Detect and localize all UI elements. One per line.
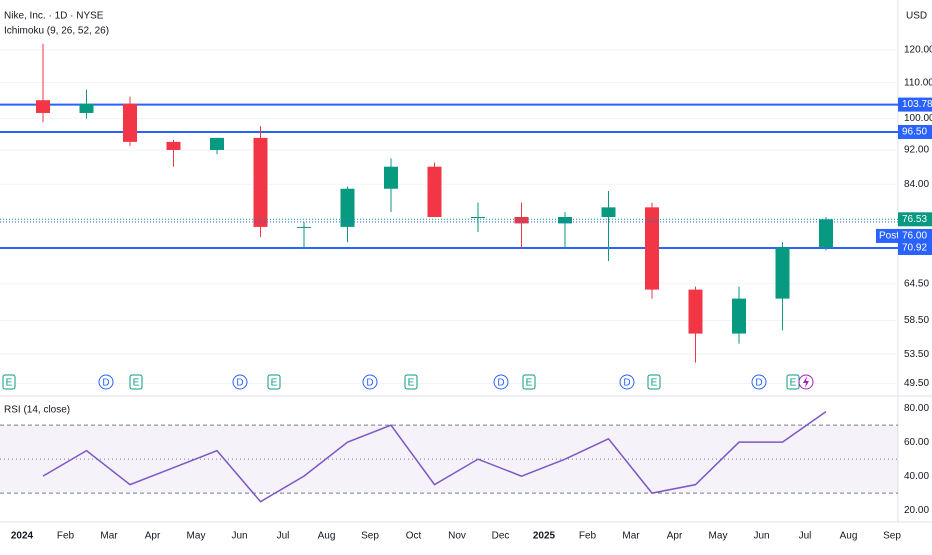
- event-icon: [647, 374, 661, 390]
- x-tick-label: Sep: [361, 531, 379, 542]
- candle-body: [36, 100, 50, 113]
- x-tick-label: Mar: [622, 531, 640, 542]
- x-tick-label: Nov: [448, 531, 466, 542]
- y-tick-label: 110.00: [904, 77, 932, 88]
- candle-body: [79, 103, 94, 113]
- x-tick-label: Oct: [406, 531, 422, 542]
- event-label: D: [755, 378, 762, 389]
- event-label: E: [271, 378, 278, 389]
- x-tick-label: Mar: [100, 531, 118, 542]
- y-tick-label: 92.00: [904, 145, 929, 156]
- level-label-box: [898, 240, 932, 255]
- event-icon: [362, 374, 378, 390]
- last-price-label: 76.53: [902, 214, 927, 225]
- candle-body: [297, 226, 311, 228]
- level-label: 96.50: [902, 127, 927, 138]
- candle-body: [123, 103, 137, 142]
- rsi-tick-label: 80.00: [904, 403, 929, 414]
- x-tick-label: Jul: [277, 531, 290, 542]
- event-label: D: [366, 378, 373, 389]
- rsi-tick-label: 20.00: [904, 505, 929, 516]
- event-label: E: [526, 378, 533, 389]
- event-icon: [751, 374, 767, 390]
- candle-body: [601, 207, 616, 218]
- event-icon: [98, 374, 114, 390]
- event-label: D: [623, 378, 630, 389]
- currency: USD: [906, 11, 927, 22]
- candle-body: [166, 141, 181, 150]
- y-tick-label: 64.50: [904, 278, 929, 289]
- x-tick-label: Apr: [667, 531, 683, 542]
- candle-body: [340, 188, 355, 227]
- x-tick-label: Jun: [753, 531, 769, 542]
- y-tick-label: 58.50: [904, 315, 929, 326]
- rsi-tick-label: 60.00: [904, 437, 929, 448]
- candle-body: [558, 217, 572, 224]
- x-tick-label: Jul: [799, 531, 812, 542]
- x-tick-label: Aug: [840, 531, 858, 542]
- x-tick-label: Feb: [579, 531, 597, 542]
- level-label: 70.92: [902, 243, 927, 254]
- candle-body: [688, 289, 703, 334]
- x-tick-label: May: [187, 531, 206, 542]
- event-label: E: [651, 378, 658, 389]
- event-icon: [404, 374, 418, 390]
- event-icon: [232, 374, 248, 390]
- x-tick-label: Feb: [57, 531, 75, 542]
- event-label: E: [133, 378, 140, 389]
- event-icon: [129, 374, 143, 390]
- candle-body: [471, 217, 485, 219]
- candle-body: [819, 219, 833, 248]
- x-tick-label: 2025: [533, 531, 556, 542]
- y-tick-label: 120.00: [904, 45, 932, 56]
- symbol-title: Nike, Inc. · 1D · NYSE: [4, 11, 104, 22]
- candle-body: [732, 298, 746, 334]
- y-tick-label: 49.50: [904, 378, 929, 389]
- candle-body: [427, 166, 442, 218]
- candle-body: [253, 137, 268, 227]
- event-icon: [522, 374, 536, 390]
- rsi-line: [42, 410, 827, 503]
- event-label: E: [6, 378, 13, 389]
- event-label: E: [408, 378, 415, 389]
- event-bolt: [803, 376, 809, 388]
- post-tag-box: [876, 228, 898, 243]
- event-icon: [267, 374, 281, 390]
- post-tag: Post: [879, 231, 899, 242]
- y-tick-label: 84.00: [904, 179, 929, 190]
- event-label: E: [790, 378, 797, 389]
- x-tick-label: Apr: [145, 531, 161, 542]
- x-tick-label: Aug: [318, 531, 336, 542]
- indicator-label: Ichimoku (9, 26, 52, 26): [4, 26, 109, 37]
- post-price-label: 76.00: [902, 231, 927, 242]
- x-tick-label: May: [709, 531, 728, 542]
- candle-body: [514, 217, 529, 224]
- y-tick-label: 53.50: [904, 349, 929, 360]
- level-label-box: [898, 97, 932, 112]
- candle-body: [384, 166, 398, 189]
- event-label: D: [102, 378, 109, 389]
- event-icon: [619, 374, 635, 390]
- y-tick-label: 100.00: [904, 113, 932, 124]
- post-price-box: [898, 228, 932, 243]
- x-tick-label: Sep: [883, 531, 901, 542]
- candle-body: [775, 247, 790, 299]
- event-label: D: [236, 378, 243, 389]
- candle-body: [210, 137, 224, 150]
- last-price-box: [898, 212, 932, 227]
- level-label: 103.78: [902, 99, 932, 110]
- rsi-tick-label: 40.00: [904, 471, 929, 482]
- level-label-box: [898, 124, 932, 139]
- x-tick-label: Dec: [492, 531, 510, 542]
- event-icon: [2, 374, 16, 390]
- candle-body: [645, 207, 659, 290]
- event-label: D: [497, 378, 504, 389]
- x-tick-label: Jun: [231, 531, 247, 542]
- event-icon: [493, 374, 509, 390]
- x-tick-label: 2024: [11, 531, 34, 542]
- rsi-title: RSI (14, close): [4, 405, 70, 416]
